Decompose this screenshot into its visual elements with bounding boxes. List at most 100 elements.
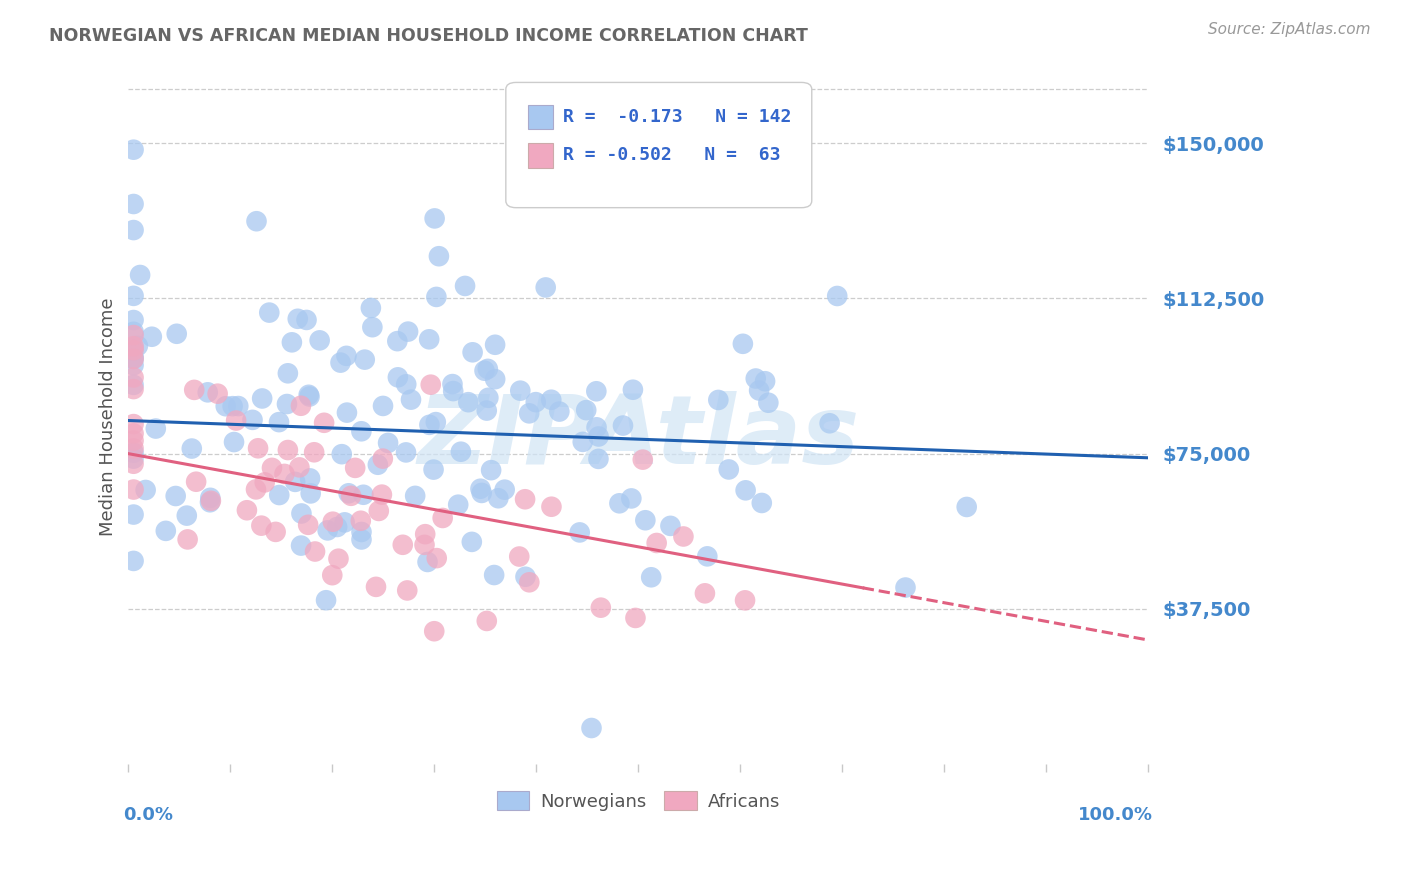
Point: [484, 338, 506, 352]
Point: [288, 460, 311, 475]
Point: [717, 462, 740, 476]
Point: [281, 335, 304, 350]
Point: [236, 503, 259, 517]
Point: [432, 511, 454, 525]
Point: [290, 539, 312, 553]
Point: [475, 403, 498, 417]
Point: [245, 214, 267, 228]
Point: [122, 358, 145, 372]
Point: [277, 443, 299, 458]
Text: 100.0%: 100.0%: [1078, 806, 1153, 824]
Point: [418, 417, 440, 432]
Point: [693, 586, 716, 600]
Point: [350, 533, 373, 547]
Point: [461, 534, 484, 549]
Point: [299, 471, 322, 485]
Y-axis label: Median Household Income: Median Household Income: [100, 297, 117, 535]
Point: [425, 290, 447, 304]
Point: [534, 280, 557, 294]
Point: [330, 447, 353, 461]
Point: [166, 326, 188, 341]
Point: [135, 483, 157, 497]
Point: [659, 519, 682, 533]
Point: [297, 517, 319, 532]
Point: [247, 442, 270, 456]
Point: [200, 493, 222, 508]
Point: [484, 372, 506, 386]
Point: [585, 420, 607, 434]
Point: [314, 416, 336, 430]
Point: [609, 496, 631, 510]
Point: [122, 289, 145, 303]
Point: [122, 341, 145, 355]
Point: [612, 418, 634, 433]
Point: [122, 483, 145, 497]
Point: [486, 491, 509, 506]
Point: [396, 325, 419, 339]
Point: [122, 382, 145, 396]
Point: [517, 575, 540, 590]
Point: [450, 444, 472, 458]
Legend: Norwegians, Africans: Norwegians, Africans: [489, 783, 787, 818]
Point: [540, 392, 562, 407]
Point: [328, 551, 350, 566]
Point: [461, 345, 484, 359]
Point: [302, 445, 325, 459]
Point: [122, 223, 145, 237]
Point: [122, 339, 145, 353]
Point: [176, 508, 198, 523]
Point: [413, 538, 436, 552]
Point: [588, 429, 610, 443]
Point: [350, 424, 373, 438]
Text: 0.0%: 0.0%: [124, 806, 173, 824]
Point: [367, 504, 389, 518]
Point: [454, 279, 477, 293]
FancyBboxPatch shape: [506, 82, 811, 208]
Point: [391, 538, 413, 552]
Point: [508, 549, 530, 564]
Point: [215, 399, 238, 413]
Point: [494, 483, 516, 497]
Point: [207, 386, 229, 401]
Point: [276, 397, 298, 411]
Point: [418, 332, 440, 346]
Point: [180, 442, 202, 456]
Point: [588, 451, 610, 466]
Point: [367, 458, 389, 472]
Point: [371, 399, 394, 413]
Point: [475, 614, 498, 628]
Point: [364, 580, 387, 594]
Point: [956, 500, 979, 514]
Point: [250, 518, 273, 533]
Point: [122, 143, 145, 157]
Point: [122, 457, 145, 471]
Point: [731, 336, 754, 351]
Point: [122, 325, 145, 339]
Point: [141, 330, 163, 344]
Point: [225, 413, 247, 427]
Point: [197, 385, 219, 400]
Point: [818, 417, 841, 431]
Point: [756, 395, 779, 409]
Point: [321, 568, 343, 582]
Point: [568, 525, 591, 540]
Point: [290, 507, 312, 521]
Point: [122, 351, 145, 366]
Point: [122, 350, 145, 364]
Point: [474, 364, 496, 378]
Point: [524, 395, 547, 409]
Point: [122, 554, 145, 568]
Point: [621, 383, 644, 397]
Point: [165, 489, 187, 503]
Point: [308, 334, 330, 348]
Point: [183, 383, 205, 397]
Point: [122, 417, 145, 431]
Point: [352, 488, 374, 502]
Point: [322, 515, 344, 529]
Point: [122, 451, 145, 466]
Point: [631, 452, 654, 467]
Point: [298, 388, 321, 402]
Point: [350, 524, 373, 539]
Point: [707, 392, 730, 407]
Point: [422, 462, 444, 476]
